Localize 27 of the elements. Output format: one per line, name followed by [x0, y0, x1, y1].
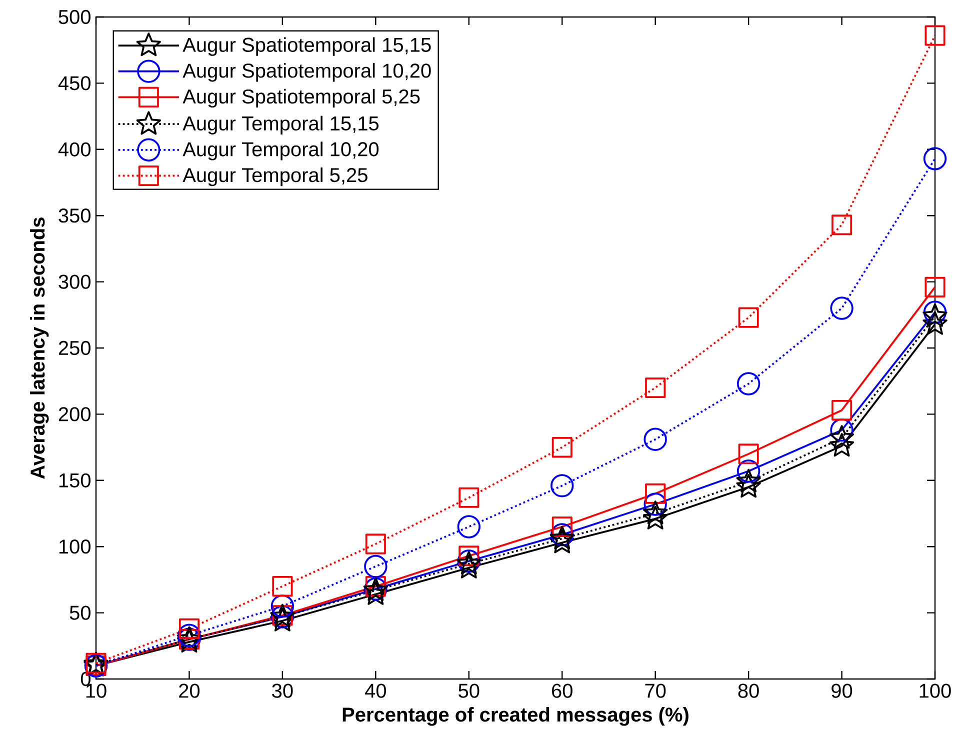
legend-label: Augur Temporal 5,25 — [182, 167, 368, 186]
legend-label: Augur Temporal 15,15 — [182, 116, 379, 134]
x-axis-title: Percentage of created messages (%) — [342, 707, 688, 726]
x-tick-label: 80 — [738, 684, 759, 698]
y-tick-label: 250 — [58, 340, 90, 356]
x-tick-label: 20 — [179, 684, 200, 698]
y-tick-label: 150 — [59, 473, 90, 488]
y-tick-label: 450 — [58, 76, 90, 90]
y-tick-label: 50 — [70, 606, 90, 620]
x-tick-label: 70 — [645, 684, 666, 698]
legend-label: Augur Spatiotemporal 15,15 — [182, 37, 431, 56]
x-tick-label: 30 — [272, 684, 293, 698]
x-tick-label: 40 — [365, 684, 386, 698]
y-axis-title: Average latency in seconds — [30, 218, 49, 479]
legend-label: Augur Spatiotemporal 5,25 — [182, 88, 420, 108]
x-tick-label: 90 — [832, 684, 852, 698]
y-tick-label: 400 — [58, 142, 90, 156]
y-tick-label: 300 — [58, 274, 90, 289]
y-tick-label: 500 — [58, 10, 90, 24]
y-tick-label: 200 — [58, 407, 90, 422]
y-tick-label: 350 — [58, 208, 90, 223]
x-tick-label: 50 — [458, 684, 480, 698]
y-tick-label: 100 — [59, 540, 90, 554]
legend-label: Augur Temporal 10,20 — [182, 142, 379, 160]
legend-label: Augur Spatiotemporal 10,20 — [182, 63, 431, 82]
x-tick-label: 60 — [552, 684, 572, 698]
x-tick-label: 100 — [920, 684, 951, 698]
